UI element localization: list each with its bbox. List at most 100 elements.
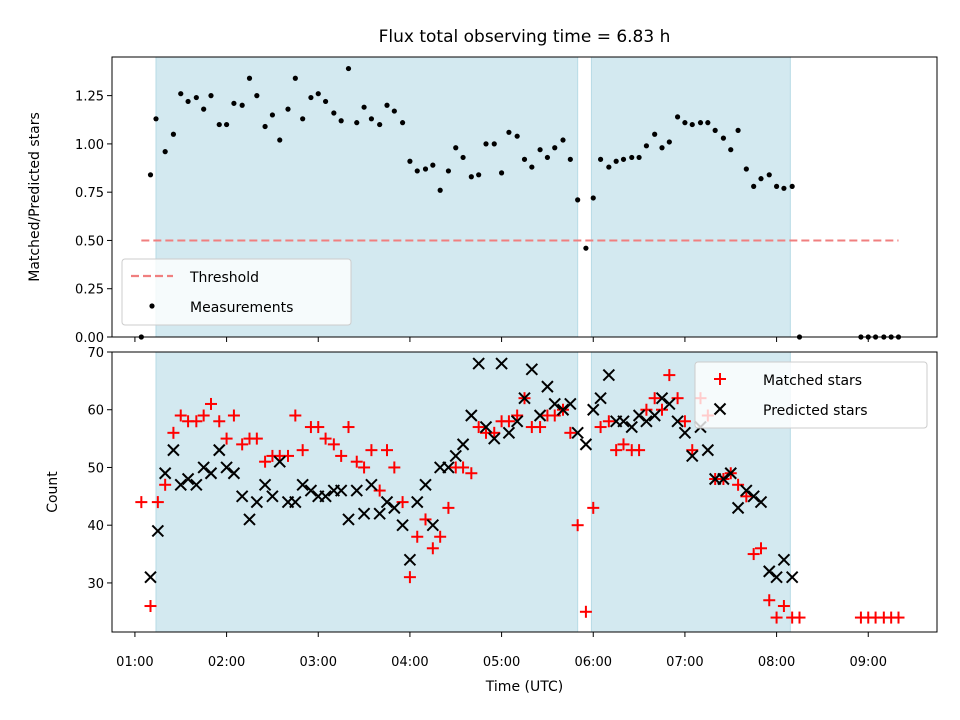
predicted-star-point bbox=[548, 397, 561, 411]
measurement-point bbox=[552, 145, 558, 151]
measurement-point bbox=[728, 147, 734, 153]
matched-star-point bbox=[434, 530, 447, 543]
predicted-star-point bbox=[525, 363, 539, 376]
matched-star-point bbox=[892, 611, 905, 624]
predicted-star-point bbox=[411, 495, 424, 509]
predicted-star-point bbox=[533, 409, 547, 422]
predicted-star-point bbox=[449, 449, 462, 463]
predicted-star-point bbox=[671, 415, 684, 428]
measurement-point bbox=[322, 98, 329, 105]
measurement-point bbox=[384, 102, 390, 108]
matched-star-point bbox=[419, 513, 432, 526]
predicted-star-point bbox=[350, 484, 363, 497]
matched-star-point bbox=[296, 444, 309, 457]
predicted-star-point bbox=[518, 391, 531, 405]
matched-star-point bbox=[755, 542, 767, 555]
matched-star-point bbox=[678, 415, 691, 428]
legend-matched-label: Matched stars bbox=[763, 373, 862, 389]
y-tick-label: 1.00 bbox=[75, 138, 104, 153]
matched-star-point bbox=[648, 392, 661, 405]
measurement-point bbox=[239, 102, 245, 108]
measurement-point bbox=[636, 154, 642, 161]
matched-star-point bbox=[457, 461, 470, 474]
measurement-point bbox=[414, 168, 420, 174]
measurement-point bbox=[178, 91, 184, 97]
matched-star-point bbox=[190, 415, 203, 428]
predicted-star-point bbox=[571, 426, 584, 440]
matched-star-point bbox=[488, 426, 501, 439]
matched-star-point bbox=[777, 600, 790, 613]
measurement-point bbox=[735, 127, 741, 133]
matched-star-points bbox=[135, 369, 905, 624]
measurement-point bbox=[705, 120, 711, 126]
predicted-star-point bbox=[273, 455, 286, 468]
matched-star-point bbox=[587, 501, 600, 514]
predicted-star-point bbox=[197, 461, 210, 474]
y-tick-label: 50 bbox=[87, 461, 104, 476]
measurement-point bbox=[476, 172, 482, 178]
matched-star-point bbox=[465, 467, 478, 480]
measurement-point bbox=[689, 121, 695, 128]
predicted-star-point bbox=[731, 501, 745, 515]
matched-star-point bbox=[396, 496, 409, 509]
matched-star-point bbox=[770, 611, 783, 624]
matched-star-point bbox=[236, 438, 249, 451]
measurement-point bbox=[583, 245, 589, 251]
measurement-point bbox=[223, 121, 230, 128]
shaded-region bbox=[591, 57, 791, 337]
measurement-point bbox=[529, 164, 535, 170]
measurement-point bbox=[751, 183, 757, 189]
measurement-point bbox=[185, 98, 191, 105]
predicted-star-point bbox=[740, 484, 753, 497]
predicted-star-point bbox=[190, 478, 203, 491]
measurement-point bbox=[560, 137, 566, 143]
predicted-star-point bbox=[365, 478, 378, 491]
matched-star-point bbox=[144, 600, 157, 613]
predicted-star-point bbox=[204, 467, 218, 480]
measurement-point bbox=[537, 147, 543, 153]
predicted-star-point bbox=[488, 432, 501, 445]
predicted-star-point bbox=[380, 495, 394, 509]
predicted-star-point bbox=[258, 478, 272, 491]
measurement-point bbox=[262, 123, 268, 130]
bottom-legend: Matched stars Predicted stars bbox=[694, 361, 928, 429]
matched-star-point bbox=[373, 484, 386, 497]
measurement-point bbox=[254, 93, 260, 99]
predicted-star-point bbox=[403, 553, 417, 567]
predicted-star-point bbox=[419, 478, 432, 491]
measurement-point bbox=[659, 145, 665, 151]
predicted-star-point bbox=[456, 438, 470, 451]
legend-predicted-swatch bbox=[713, 402, 727, 416]
measurement-point bbox=[422, 166, 429, 172]
predicted-star-points bbox=[144, 357, 799, 584]
measurement-point bbox=[246, 75, 253, 81]
predicted-star-point bbox=[541, 380, 554, 393]
predicted-star-point bbox=[266, 490, 279, 503]
predicted-star-point bbox=[213, 443, 226, 457]
matched-star-point bbox=[388, 461, 401, 474]
matched-star-point bbox=[365, 444, 378, 457]
bottom-y-axis-label: Count bbox=[45, 471, 61, 513]
predicted-star-point bbox=[640, 415, 653, 428]
measurement-point bbox=[460, 154, 466, 161]
predicted-star-point bbox=[373, 507, 386, 520]
matched-star-point bbox=[135, 496, 148, 509]
y-tick-label: 30 bbox=[87, 577, 104, 592]
predicted-star-point bbox=[717, 472, 730, 486]
measurement-point bbox=[544, 154, 551, 161]
x-tick-label: 02:00 bbox=[208, 655, 245, 670]
measurement-point bbox=[147, 172, 154, 178]
predicted-star-point bbox=[495, 357, 508, 370]
matched-star-point bbox=[511, 409, 524, 422]
matched-star-point bbox=[534, 421, 547, 434]
measurement-point bbox=[361, 104, 367, 110]
measurement-point bbox=[483, 141, 489, 147]
matched-star-point bbox=[610, 444, 623, 457]
measurement-point bbox=[407, 158, 413, 164]
shaded-region bbox=[156, 352, 578, 632]
predicted-star-point bbox=[174, 478, 187, 491]
matched-star-point bbox=[174, 409, 187, 422]
matched-star-point bbox=[594, 421, 607, 434]
predicted-star-point bbox=[235, 490, 249, 503]
x-tick-label: 08:00 bbox=[758, 655, 795, 670]
